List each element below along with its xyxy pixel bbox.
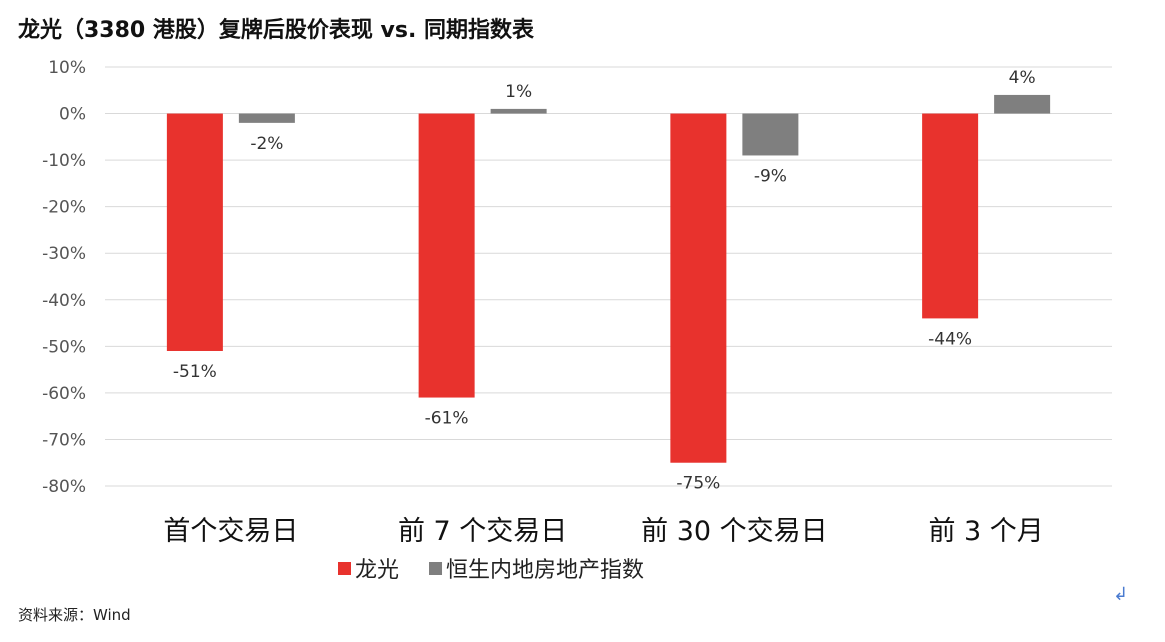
y-axis-ticks: 10% 0% -10% -20% -30% -40% -50% -60% -70% -80% bbox=[42, 58, 86, 497]
y-tick-label: 0% bbox=[59, 105, 86, 125]
legend-label: 恒生内地房地产指数 bbox=[446, 558, 644, 583]
data-label: -75% bbox=[676, 474, 720, 494]
bar-chart: 10% 0% -10% -20% -30% -40% -50% -60% -70% -80% -5… bbox=[42, 58, 1112, 583]
bar-longguang-3 bbox=[922, 113, 979, 319]
y-tick-label: 10% bbox=[48, 58, 86, 78]
data-labels: -51% -2% -61% 1% -75% -9% -44% 4% bbox=[173, 68, 1036, 494]
category-label: 前 3 个月 bbox=[928, 516, 1043, 547]
data-label: -61% bbox=[425, 409, 469, 429]
data-label: -2% bbox=[250, 134, 283, 154]
data-label: -44% bbox=[928, 329, 972, 349]
category-label: 前 30 个交易日 bbox=[641, 516, 828, 547]
category-label: 前 7 个交易日 bbox=[398, 516, 567, 547]
y-tick-label: -80% bbox=[42, 477, 86, 497]
legend-label: 龙光 bbox=[355, 558, 399, 583]
bar-longguang-0 bbox=[166, 113, 223, 351]
data-label: -9% bbox=[754, 166, 787, 186]
y-tick-label: -60% bbox=[42, 384, 86, 404]
bars bbox=[166, 94, 1051, 463]
bar-index-3 bbox=[994, 94, 1051, 114]
bar-index-2 bbox=[742, 113, 799, 156]
return-mark-icon: ↲ bbox=[1113, 584, 1129, 605]
y-tick-label: -30% bbox=[42, 244, 86, 264]
chart-title: 龙光（3380 港股）复牌后股价表现 vs. 同期指数表 bbox=[18, 18, 535, 43]
data-label: 1% bbox=[505, 82, 532, 102]
source-note: 资料来源：Wind bbox=[18, 606, 131, 624]
y-tick-label: -10% bbox=[42, 151, 86, 171]
gridlines bbox=[105, 66, 1112, 487]
y-tick-label: -50% bbox=[42, 337, 86, 357]
data-label: 4% bbox=[1009, 68, 1036, 88]
bar-longguang-2 bbox=[670, 113, 727, 463]
category-labels: 首个交易日 前 7 个交易日 前 30 个交易日 前 3 个月 bbox=[163, 516, 1043, 547]
bar-index-0 bbox=[238, 113, 295, 123]
bar-longguang-1 bbox=[418, 113, 475, 398]
category-label: 首个交易日 bbox=[163, 516, 298, 547]
bar-index-1 bbox=[490, 108, 547, 114]
y-tick-label: -20% bbox=[42, 198, 86, 218]
legend-swatch bbox=[338, 562, 351, 575]
data-label: -51% bbox=[173, 362, 217, 382]
legend: 龙光 恒生内地房地产指数 bbox=[338, 558, 644, 583]
y-tick-label: -70% bbox=[42, 430, 86, 450]
y-tick-label: -40% bbox=[42, 291, 86, 311]
legend-swatch bbox=[429, 562, 443, 575]
